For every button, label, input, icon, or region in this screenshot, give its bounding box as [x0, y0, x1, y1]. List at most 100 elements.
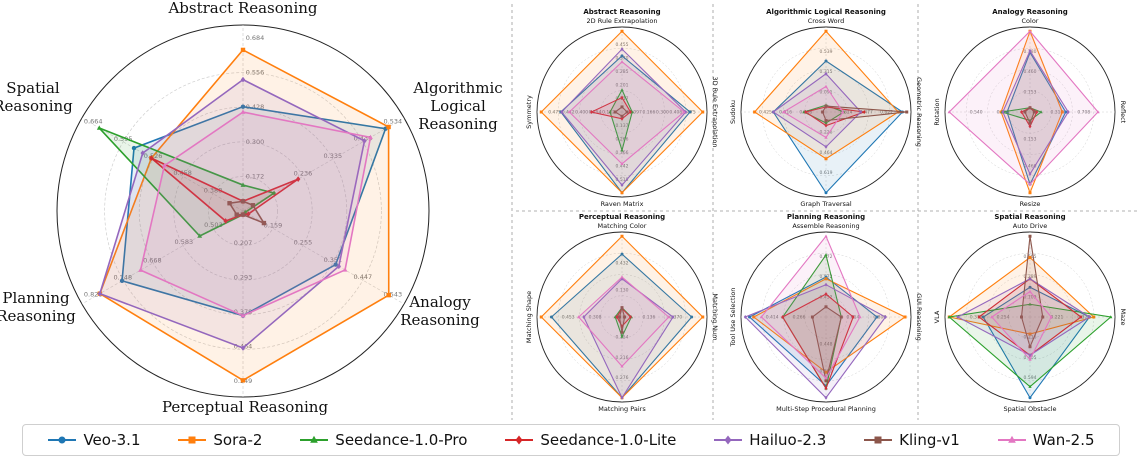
tick-label: 0.464: [820, 150, 833, 156]
tick-label: 0.221: [1050, 315, 1063, 321]
point-sora-2: [1092, 315, 1096, 319]
subchart-title: Algorithmic Logical Reasoning: [766, 8, 886, 16]
axis-label-resize: Resize: [1020, 200, 1041, 208]
spoke: [81, 210, 244, 305]
axis-label-algorithmic-logical-reasoning: Reasoning: [418, 115, 498, 133]
point-sora-2: [824, 29, 828, 33]
tick-label: 0.293: [234, 274, 253, 282]
point-wan-2-5: [824, 135, 828, 139]
point-sora-2: [701, 110, 705, 114]
point-wan-2-5: [620, 364, 624, 368]
point-veo-3-1: [690, 315, 694, 319]
tick-label: 0.226: [820, 130, 833, 136]
tick-label: 0.136: [642, 315, 655, 321]
tick-label: 0.455: [616, 42, 629, 48]
subchart-title: Analogy Reasoning: [992, 8, 1068, 16]
point-kling-v1: [824, 379, 828, 383]
tick-label: 0.308: [589, 315, 602, 321]
point-seedance-1-0-pro: [947, 315, 951, 319]
point-sora-2: [386, 124, 391, 130]
point-wan-2-5: [240, 109, 246, 114]
point-hailuo-2-3: [1028, 353, 1032, 358]
point-hailuo-2-3: [560, 110, 564, 114]
point-wan-2-5: [620, 162, 624, 166]
legend-marker-icon: [997, 435, 1026, 443]
point-kling-v1: [1028, 121, 1032, 125]
spoke: [81, 117, 244, 212]
tick-label: 0.377: [970, 315, 983, 321]
point-kling-v1: [824, 104, 828, 108]
point-hailuo-2-3: [1088, 315, 1091, 319]
point-seedance-1-0-lite: [824, 386, 828, 391]
point-sora-2: [620, 234, 624, 238]
point-wan-2-5: [947, 110, 951, 114]
legend-marker-icon: [864, 436, 893, 444]
axis-label-color: Color: [1022, 17, 1039, 25]
point-hailuo-2-3: [240, 76, 246, 83]
point-wan-2-5: [1096, 110, 1100, 114]
point-kling-v1: [824, 119, 828, 122]
point-kling-v1: [821, 110, 825, 114]
axis-label-symmetry: Symmetry: [525, 95, 533, 129]
point-veo-3-1: [131, 145, 137, 151]
point-wan-2-5: [620, 60, 624, 64]
legend-label: Seedance-1.0-Pro: [335, 431, 468, 449]
radar-charts: 0.172 0.300 0.428 0.556 0.684 0.236 0.335 0.435…: [0, 0, 1138, 420]
tick-label: 0.255: [294, 239, 313, 247]
tick-label: 0.216: [616, 355, 629, 361]
tick-label: 0.828: [84, 290, 103, 298]
point-hailuo-2-3: [1028, 172, 1032, 176]
point-kling-v1: [625, 110, 629, 114]
axis-label-cross-word: Cross Word: [808, 17, 845, 25]
point-seedance-1-0-pro: [96, 125, 102, 130]
legend-item-hailuo-2-3: Hailuo-2.3: [713, 431, 826, 449]
tick-label: 0.201: [616, 83, 629, 89]
tick-label: 0.539: [820, 49, 833, 55]
axis-label-spatial-obstacle: Spatial Obstacle: [1004, 405, 1057, 413]
point-seedance-1-0-lite: [1035, 110, 1039, 114]
grid-circle: [208, 176, 278, 246]
legend-label: Wan-2.5: [1032, 431, 1095, 449]
point-veo-3-1: [1028, 396, 1032, 400]
tick-label: 0.543: [384, 290, 403, 298]
point-wan-2-5: [1028, 182, 1032, 186]
tick-label: 0.122: [602, 110, 615, 116]
axis-label-perceptual-reasoning: Perceptual Reasoning: [162, 398, 329, 416]
point-hailuo-2-3: [1066, 110, 1070, 114]
point-wan-2-5: [841, 110, 845, 114]
point-sora-2: [620, 191, 624, 195]
point-hailuo-2-3: [582, 315, 586, 319]
tick-label: 0.460: [1024, 163, 1037, 169]
axis-label-maze: Maze: [1119, 308, 1127, 325]
point-seedance-1-0-pro: [271, 190, 277, 195]
tick-label: 0.378: [234, 308, 253, 316]
tick-label: 0.453: [562, 315, 575, 321]
tick-label: 0.370: [669, 315, 682, 321]
tick-label: 0.432: [616, 261, 629, 267]
tick-label: 0.236: [294, 169, 313, 177]
point-hailuo-2-3: [884, 315, 887, 319]
tick-label: 0.091: [820, 89, 833, 95]
point-seedance-1-0-pro: [608, 110, 612, 114]
tick-label: 0.448: [820, 341, 833, 347]
point-sora-2: [1028, 256, 1032, 259]
axis-label-geometric-reasoning: Geometric Reasoning: [915, 77, 923, 147]
point-seedance-1-0-lite: [824, 123, 828, 128]
point-kling-v1: [1028, 345, 1032, 349]
point-kling-v1: [250, 203, 256, 208]
legend-item-seedance-1-0-lite: Seedance-1.0-Lite: [504, 431, 676, 449]
axis-label-reflect: Reflect: [1119, 101, 1127, 124]
tick-label: 0.207: [234, 239, 253, 247]
point-wan-2-5: [667, 315, 671, 319]
axis-label-auto-drive: Auto Drive: [1013, 222, 1048, 230]
tick-label: 0.366: [616, 150, 629, 156]
point-kling-v1: [617, 315, 621, 319]
point-seedance-1-0-pro: [620, 148, 624, 152]
point-veo-3-1: [549, 315, 553, 319]
tick-label: 0.266: [793, 315, 806, 321]
point-wan-2-5: [342, 267, 348, 272]
point-seedance-1-0-pro: [240, 182, 246, 187]
point-kling-v1: [227, 201, 232, 206]
point-kling-v1: [839, 315, 843, 319]
